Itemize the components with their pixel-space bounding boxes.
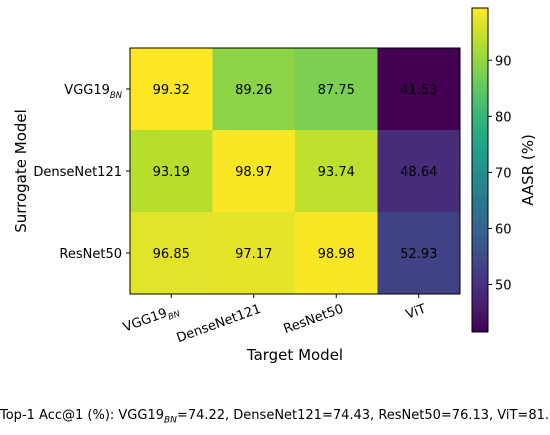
x-tick-label: ResNet50: [282, 302, 346, 338]
heatmap-cell: [130, 130, 213, 213]
cell-value-label: 99.32: [153, 83, 190, 98]
y-tick-label: ResNet50: [59, 247, 122, 262]
heatmap-cells: [130, 48, 461, 295]
heatmap-cell: [377, 130, 461, 213]
colorbar-ticks: 50 60 70 80 90: [488, 54, 512, 294]
heatmap-cell: [212, 130, 296, 213]
colorbar-tick-label: 90: [495, 54, 512, 69]
y-axis-label: Surrogate Model: [12, 109, 30, 233]
caption-subscript: BN: [164, 415, 177, 426]
y-tick-label: VGG19BN: [64, 83, 122, 100]
heatmap-cell: [212, 212, 296, 295]
heatmap-cell: [295, 130, 378, 213]
colorbar-tick-label: 60: [495, 222, 512, 237]
heatmap-cell: [377, 212, 461, 295]
colorbar-tick-label: 50: [495, 279, 512, 294]
cell-value-label: 98.98: [318, 247, 355, 262]
cell-value-label: 96.85: [153, 247, 190, 262]
cell-value-label: 93.19: [153, 165, 190, 180]
cell-value-label: 98.97: [235, 165, 272, 180]
heatmap-cell: [130, 212, 213, 295]
cell-value-label: 52.93: [400, 247, 437, 262]
colorbar-tick-label: 70: [495, 166, 512, 181]
accuracy-caption: Top-1 Acc@1 (%): VGG19BN=74.22, DenseNet…: [0, 408, 550, 426]
caption-prefix: Top-1 Acc@1 (%): VGG19: [0, 408, 164, 423]
heatmap-cell: [212, 48, 296, 131]
caption-suffix: =74.22, DenseNet121=74.43, ResNet50=76.1…: [176, 408, 550, 423]
heatmap-cell: [295, 48, 378, 131]
colorbar: [471, 7, 489, 333]
heatmap-cell: [130, 48, 213, 131]
cell-value-label: 97.17: [235, 247, 272, 262]
cell-value-label: 93.74: [318, 165, 355, 180]
cell-value-label: 87.75: [318, 83, 355, 98]
heatmap-value-labels: 99.32 89.26 87.75 41.53 93.19 98.97 93.74 48.64…: [153, 83, 438, 262]
y-tick-label: DenseNet121: [33, 165, 122, 180]
colorbar-label: AASR (%): [519, 134, 537, 206]
x-tick-label: VGG19BN: [121, 301, 182, 337]
heatmap-cell: [295, 212, 378, 295]
cell-value-label: 48.64: [400, 165, 437, 180]
x-axis-label: Target Model: [246, 346, 343, 364]
cell-value-label: 41.53: [400, 83, 437, 98]
heatmap-cell: [377, 48, 461, 131]
colorbar-tick-label: 80: [495, 110, 512, 125]
x-tick-label: ViT: [404, 302, 428, 323]
y-axis-ticks: VGG19BN DenseNet121 ResNet50: [33, 83, 130, 262]
cell-value-label: 89.26: [235, 83, 272, 98]
x-tick-label: DenseNet121: [175, 302, 263, 346]
